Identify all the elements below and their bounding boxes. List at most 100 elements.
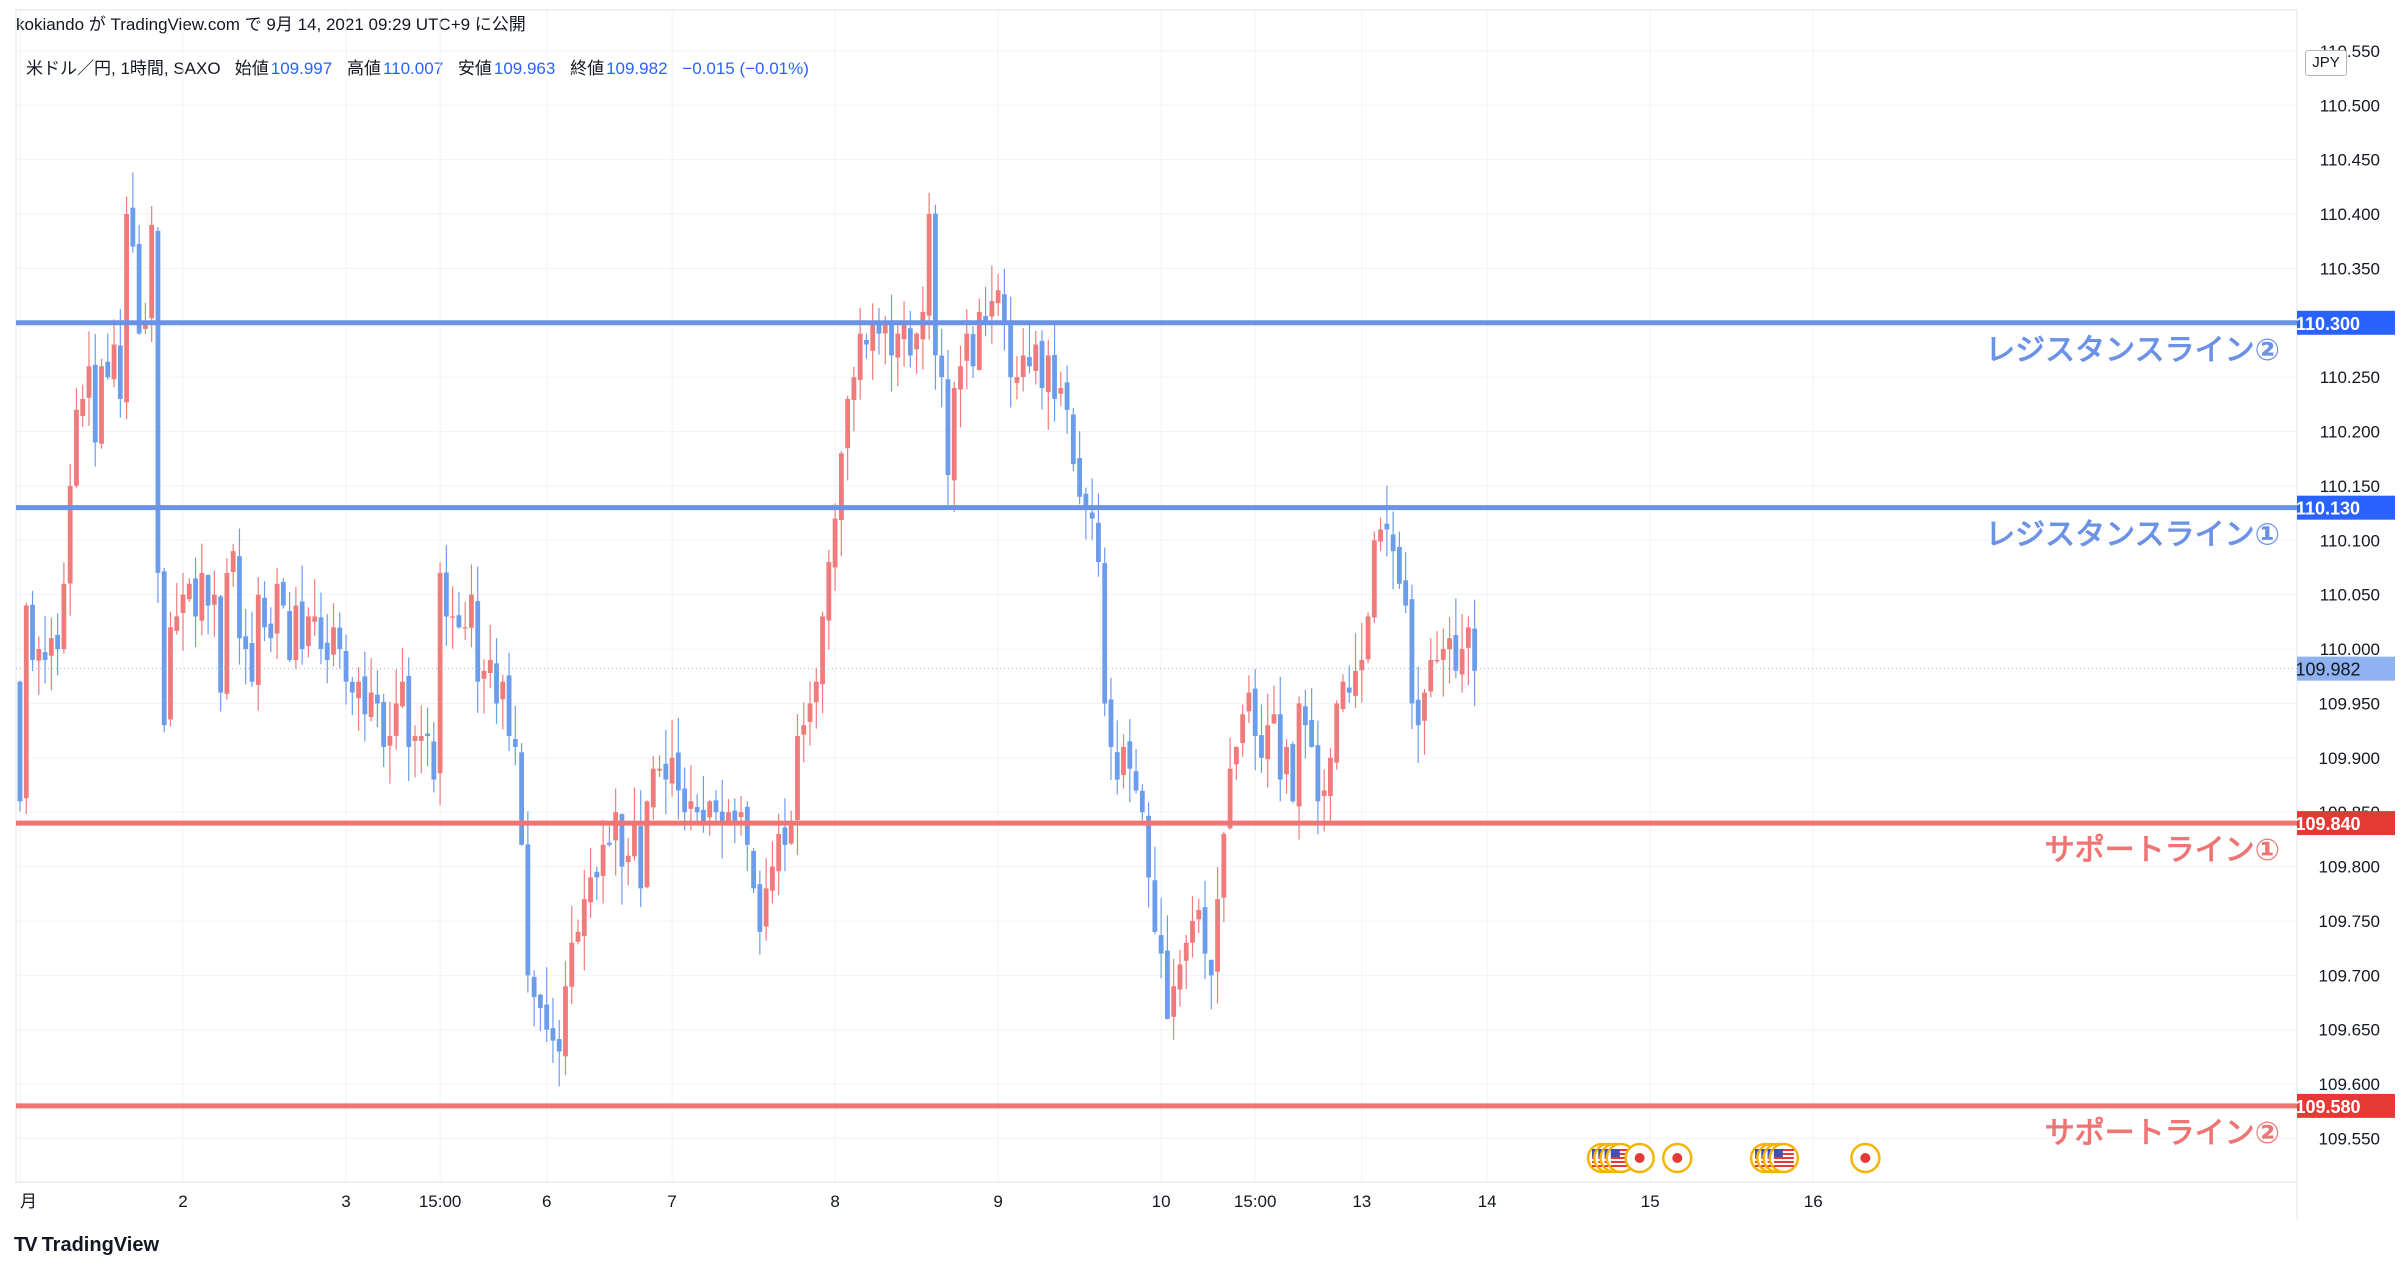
published-by-line: kokiando が TradingView.com で 9月 14, 2021…	[16, 10, 526, 35]
candle-body	[801, 725, 807, 735]
support-price-tag	[2297, 1093, 2395, 1118]
candle-body	[976, 311, 982, 370]
candle-body	[964, 333, 970, 361]
candle-body	[412, 736, 418, 742]
us-flag-icon[interactable]	[1768, 1142, 1800, 1174]
candle-body	[1422, 692, 1427, 721]
candle-body	[1133, 771, 1139, 791]
resistance-price-label: 110.130	[2296, 499, 2360, 519]
candle-body	[1165, 950, 1170, 1019]
candle-body	[1177, 964, 1183, 990]
candle-body	[1472, 628, 1478, 671]
publisher-name[interactable]: kokiando	[16, 15, 85, 34]
candle-body	[751, 850, 756, 889]
candle-body	[168, 627, 173, 720]
support-line-name: サポートライン②	[2045, 1116, 2280, 1151]
x-tick-label: 10	[1152, 1192, 1171, 1211]
candle-body	[337, 627, 343, 650]
open-label: 始値	[234, 59, 269, 78]
candle-body	[1384, 523, 1390, 530]
support-price-label: 109.580	[2295, 1097, 2360, 1117]
candle-body	[1440, 649, 1446, 660]
currency-label[interactable]: JPY	[2305, 50, 2347, 76]
candle-body	[500, 681, 506, 700]
candle-body	[1096, 522, 1101, 563]
y-tick-label: 110.000	[2320, 640, 2380, 659]
candle-body	[675, 752, 681, 791]
candle-body	[538, 994, 543, 1008]
candle-body	[111, 344, 117, 380]
candle-body	[1465, 627, 1471, 648]
candle-body	[519, 752, 524, 845]
candle-body	[1315, 745, 1321, 802]
x-tick-label: 9	[993, 1192, 1002, 1211]
candle-body	[933, 213, 938, 356]
candle-body	[199, 572, 205, 621]
candle-body	[1127, 741, 1133, 769]
candle-body	[356, 681, 361, 699]
candle-body	[17, 681, 23, 802]
candle-body	[48, 638, 54, 656]
y-tick-label: 110.500	[2320, 96, 2380, 115]
japan-flag-icon[interactable]	[1850, 1142, 1881, 1174]
candle-body	[951, 388, 957, 481]
candle-body	[400, 681, 405, 707]
change-value: −0.015 (−0.01%)	[682, 59, 809, 78]
candle-body	[832, 518, 838, 568]
candle-body	[914, 333, 920, 350]
candle-body	[61, 583, 67, 650]
resistance-price-tag	[2297, 495, 2395, 520]
candle-body	[795, 736, 800, 821]
candle-body	[920, 311, 926, 340]
candle-body	[180, 594, 186, 613]
candle-body	[1158, 935, 1164, 954]
y-tick-label: 110.400	[2320, 205, 2380, 224]
brand-name: TradingView	[41, 1234, 160, 1256]
candle-body	[770, 866, 775, 891]
candle-body	[813, 681, 819, 703]
candle-body	[600, 844, 606, 876]
candle-body	[1146, 815, 1151, 878]
candle-body	[1202, 907, 1208, 954]
candle-body	[776, 833, 782, 872]
x-tick-label: 15:00	[419, 1192, 462, 1211]
candle-body	[889, 324, 894, 356]
candle-body	[1083, 493, 1089, 508]
support-price-label: 109.840	[2295, 814, 2360, 834]
y-tick-label: 110.150	[2320, 477, 2380, 496]
y-tick-label: 110.100	[2320, 531, 2380, 550]
candle-body	[218, 596, 224, 693]
candle-body	[130, 207, 136, 247]
candle-body	[901, 322, 907, 340]
x-tick-label: 2	[178, 1192, 187, 1211]
candle-body	[1397, 546, 1402, 584]
candle-body	[1365, 616, 1371, 660]
candle-body	[820, 616, 825, 685]
candle-body	[1052, 354, 1057, 399]
candle-body	[1259, 735, 1264, 758]
candle-body	[1271, 714, 1277, 724]
candle-body	[211, 594, 217, 605]
candle-body	[1064, 382, 1070, 410]
candle-body	[443, 572, 449, 617]
resistance-line-name: レジスタンスライン②	[1985, 333, 2280, 368]
ohlc-legend: 米ドル／円, 1時間, SAXO 始値 109.997 高値 110.007 安値 1…	[26, 54, 819, 79]
candle-body	[124, 214, 129, 403]
tradingview-footer[interactable]: TV TradingView	[14, 1234, 159, 1257]
candle-body	[1196, 910, 1202, 920]
candle-body	[381, 701, 387, 747]
candle-body	[406, 675, 412, 747]
candle-body	[149, 224, 155, 319]
candle-body	[80, 398, 86, 417]
candle-body	[299, 601, 305, 650]
candle-body	[1284, 746, 1289, 775]
candle-body	[1027, 357, 1032, 367]
candle-body	[638, 826, 644, 889]
candle-body	[237, 556, 242, 639]
y-tick-label: 110.350	[2320, 259, 2380, 278]
candle-body	[249, 643, 255, 682]
japan-flag-icon[interactable]	[1662, 1142, 1693, 1174]
japan-flag-icon[interactable]	[1624, 1142, 1655, 1174]
candle-body	[713, 800, 719, 813]
